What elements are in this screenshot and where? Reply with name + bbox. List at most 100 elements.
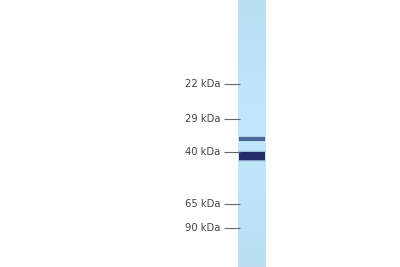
Bar	[238, 203, 266, 205]
Bar	[238, 244, 266, 246]
Bar	[238, 224, 266, 226]
Bar	[238, 69, 266, 71]
Bar	[238, 185, 266, 187]
Bar	[238, 62, 266, 64]
Bar	[238, 251, 266, 253]
Bar	[238, 68, 266, 69]
Bar	[238, 73, 266, 75]
Text: 65 kDa: 65 kDa	[184, 199, 220, 209]
Bar	[238, 84, 266, 85]
Bar	[238, 101, 266, 103]
Bar	[238, 25, 266, 27]
Bar	[238, 148, 266, 150]
Bar	[238, 173, 266, 174]
Bar	[239, 150, 265, 163]
Bar	[238, 139, 266, 141]
Bar	[238, 176, 266, 178]
Bar	[239, 136, 265, 142]
Bar	[238, 233, 266, 235]
Bar	[238, 16, 266, 18]
Bar	[238, 37, 266, 39]
Bar	[238, 91, 266, 93]
Text: 22 kDa: 22 kDa	[184, 79, 220, 89]
Bar	[238, 260, 266, 262]
Bar	[238, 142, 266, 144]
Text: 29 kDa: 29 kDa	[184, 114, 220, 124]
Bar	[238, 64, 266, 66]
Bar	[238, 253, 266, 254]
Bar	[238, 167, 266, 169]
Bar	[238, 174, 266, 176]
Bar	[238, 50, 266, 52]
Bar	[238, 5, 266, 7]
Bar	[238, 137, 266, 139]
Bar	[238, 2, 266, 3]
Bar	[238, 105, 266, 107]
Text: 90 kDa: 90 kDa	[185, 223, 220, 233]
Bar	[238, 94, 266, 96]
Bar	[238, 180, 266, 182]
Bar	[238, 190, 266, 192]
Bar	[238, 246, 266, 248]
Bar	[238, 201, 266, 203]
Bar	[238, 237, 266, 238]
Bar	[238, 32, 266, 34]
Bar	[239, 152, 265, 160]
Bar	[238, 187, 266, 189]
Bar	[238, 194, 266, 196]
Bar	[239, 152, 265, 161]
Bar	[238, 164, 266, 166]
Bar	[238, 183, 266, 185]
Bar	[238, 151, 266, 153]
Bar	[238, 221, 266, 222]
Bar	[238, 45, 266, 46]
Bar	[238, 19, 266, 21]
Bar	[239, 136, 265, 141]
Bar	[238, 107, 266, 109]
Bar	[238, 132, 266, 134]
Bar	[238, 103, 266, 105]
Bar	[238, 222, 266, 224]
Bar	[238, 61, 266, 62]
Bar	[238, 262, 266, 264]
Bar	[238, 43, 266, 45]
Bar	[238, 59, 266, 61]
Bar	[238, 144, 266, 146]
Bar	[238, 248, 266, 249]
Bar	[238, 217, 266, 219]
Text: 40 kDa: 40 kDa	[185, 147, 220, 157]
Bar	[238, 141, 266, 142]
Bar	[238, 155, 266, 157]
Bar	[239, 150, 265, 162]
Bar	[238, 153, 266, 155]
Bar	[238, 214, 266, 215]
Bar	[239, 136, 265, 142]
Bar	[238, 254, 266, 256]
Bar	[239, 151, 265, 161]
Bar	[238, 48, 266, 50]
Bar	[239, 136, 265, 141]
Bar	[239, 136, 265, 142]
Bar	[238, 189, 266, 190]
Bar	[238, 182, 266, 183]
Bar	[238, 57, 266, 59]
Bar	[238, 123, 266, 125]
Bar	[238, 110, 266, 112]
Bar	[238, 265, 266, 267]
Bar	[238, 109, 266, 110]
Bar	[239, 137, 265, 141]
Bar	[238, 39, 266, 41]
Bar	[238, 128, 266, 130]
Bar	[238, 169, 266, 171]
Bar	[238, 78, 266, 80]
Bar	[238, 36, 266, 37]
Bar	[238, 11, 266, 13]
Bar	[238, 71, 266, 73]
Bar	[238, 226, 266, 228]
Bar	[238, 82, 266, 84]
Bar	[238, 157, 266, 158]
Bar	[238, 158, 266, 160]
Bar	[238, 160, 266, 162]
Bar	[239, 150, 265, 162]
Bar	[238, 134, 266, 135]
